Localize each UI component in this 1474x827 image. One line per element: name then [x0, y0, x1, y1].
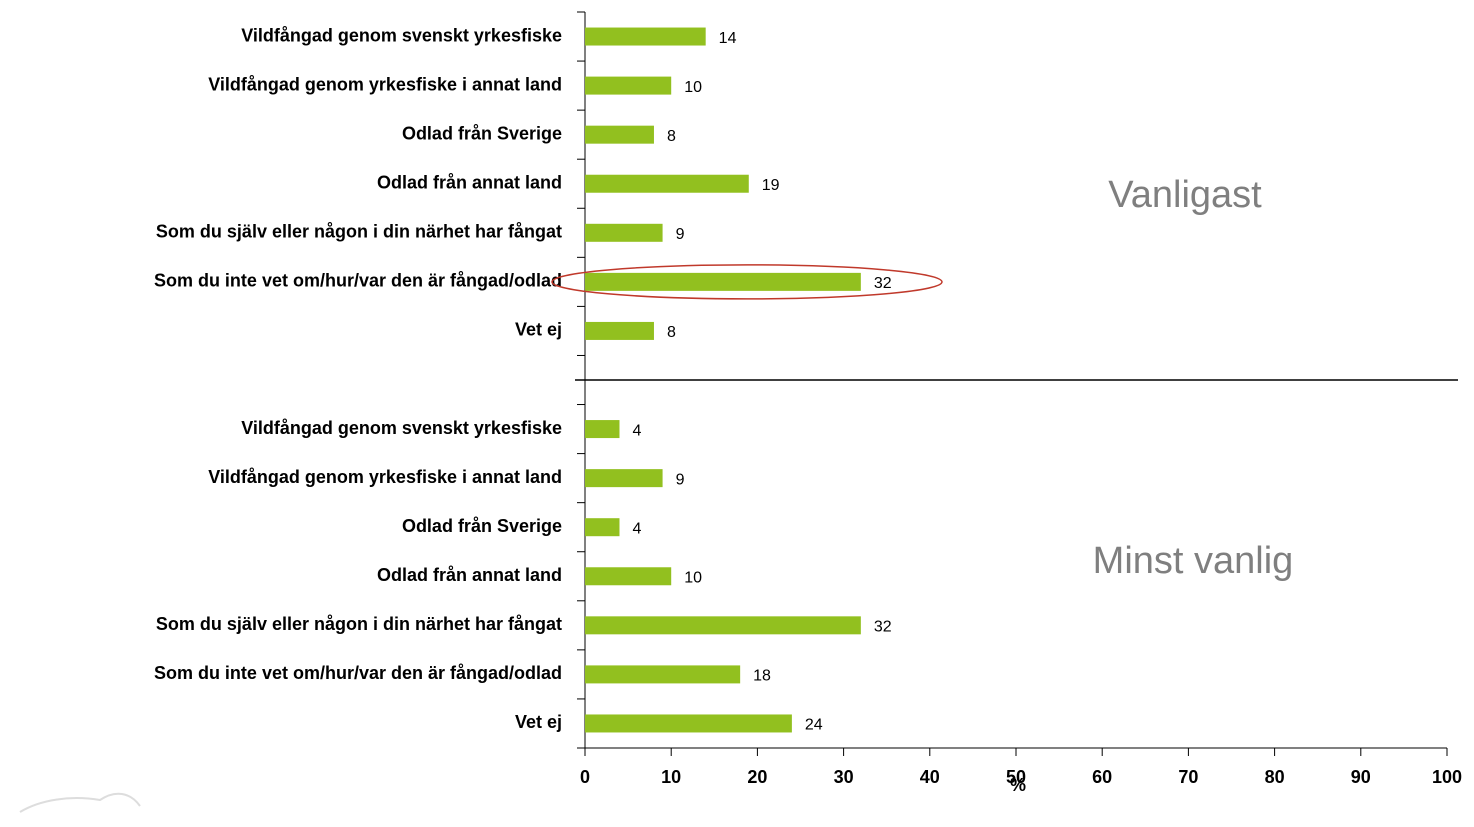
bar: [585, 322, 654, 340]
bar: [585, 77, 671, 95]
bar: [585, 126, 654, 144]
x-tick-label: 100: [1432, 767, 1462, 787]
bar: [585, 28, 706, 46]
value-label: 24: [805, 717, 823, 734]
y-tick-label: Som du inte vet om/hur/var den är fångad…: [154, 663, 562, 683]
x-tick-label: 30: [834, 767, 854, 787]
y-tick-label: Vildfångad genom yrkesfiske i annat land: [208, 467, 562, 487]
value-label: 10: [684, 79, 702, 96]
x-tick-label: 90: [1351, 767, 1371, 787]
x-tick-label: 60: [1092, 767, 1112, 787]
y-tick-label: Som du själv eller någon i din närhet ha…: [156, 222, 562, 242]
bar: [585, 175, 749, 193]
chart: Vanligast Minst vanlig % 010203040506070…: [0, 0, 1474, 822]
y-tick-label: Odlad från annat land: [377, 172, 562, 192]
value-label: 9: [676, 226, 685, 243]
y-tick-label: Vet ej: [515, 712, 562, 732]
y-tick-label: Odlad från Sverige: [402, 123, 562, 143]
bar: [585, 518, 619, 536]
value-label: 8: [667, 324, 676, 341]
y-tick-label: Vildfångad genom svenskt yrkesfiske: [241, 418, 562, 438]
value-label: 4: [632, 520, 641, 537]
x-tick-label: 80: [1265, 767, 1285, 787]
value-label: 10: [684, 569, 702, 586]
bar: [585, 665, 740, 683]
x-tick-label: 10: [661, 767, 681, 787]
x-tick-label: 70: [1178, 767, 1198, 787]
y-tick-label: Vildfångad genom yrkesfiske i annat land: [208, 74, 562, 94]
bar: [585, 714, 792, 732]
y-tick-label: Odlad från Sverige: [402, 516, 562, 536]
y-tick-label: Som du inte vet om/hur/var den är fångad…: [154, 271, 562, 291]
value-label: 32: [874, 275, 892, 292]
y-tick-label: Som du själv eller någon i din närhet ha…: [156, 614, 562, 634]
y-tick-label: Vildfångad genom svenskt yrkesfiske: [241, 25, 562, 45]
bar: [585, 420, 619, 438]
value-label: 9: [676, 471, 685, 488]
value-label: 14: [719, 30, 737, 47]
bar: [585, 273, 861, 291]
bar: [585, 224, 663, 242]
value-label: 32: [874, 619, 892, 636]
x-tick-label: 20: [747, 767, 767, 787]
value-label: 18: [753, 668, 771, 685]
bar: [585, 616, 861, 634]
annotation: Vanligast: [1108, 174, 1262, 216]
x-tick-label: 40: [920, 767, 940, 787]
x-tick-label: 0: [580, 767, 590, 787]
value-label: 4: [632, 422, 641, 439]
value-label: 8: [667, 128, 676, 145]
y-tick-label: Odlad från annat land: [377, 565, 562, 585]
bar: [585, 469, 663, 487]
logo-decoration: [20, 794, 140, 812]
value-label: 19: [762, 177, 780, 194]
bar: [585, 567, 671, 585]
annotation: Minst vanlig: [1093, 540, 1294, 582]
x-tick-label: 50: [1006, 767, 1026, 787]
y-tick-label: Vet ej: [515, 320, 562, 340]
